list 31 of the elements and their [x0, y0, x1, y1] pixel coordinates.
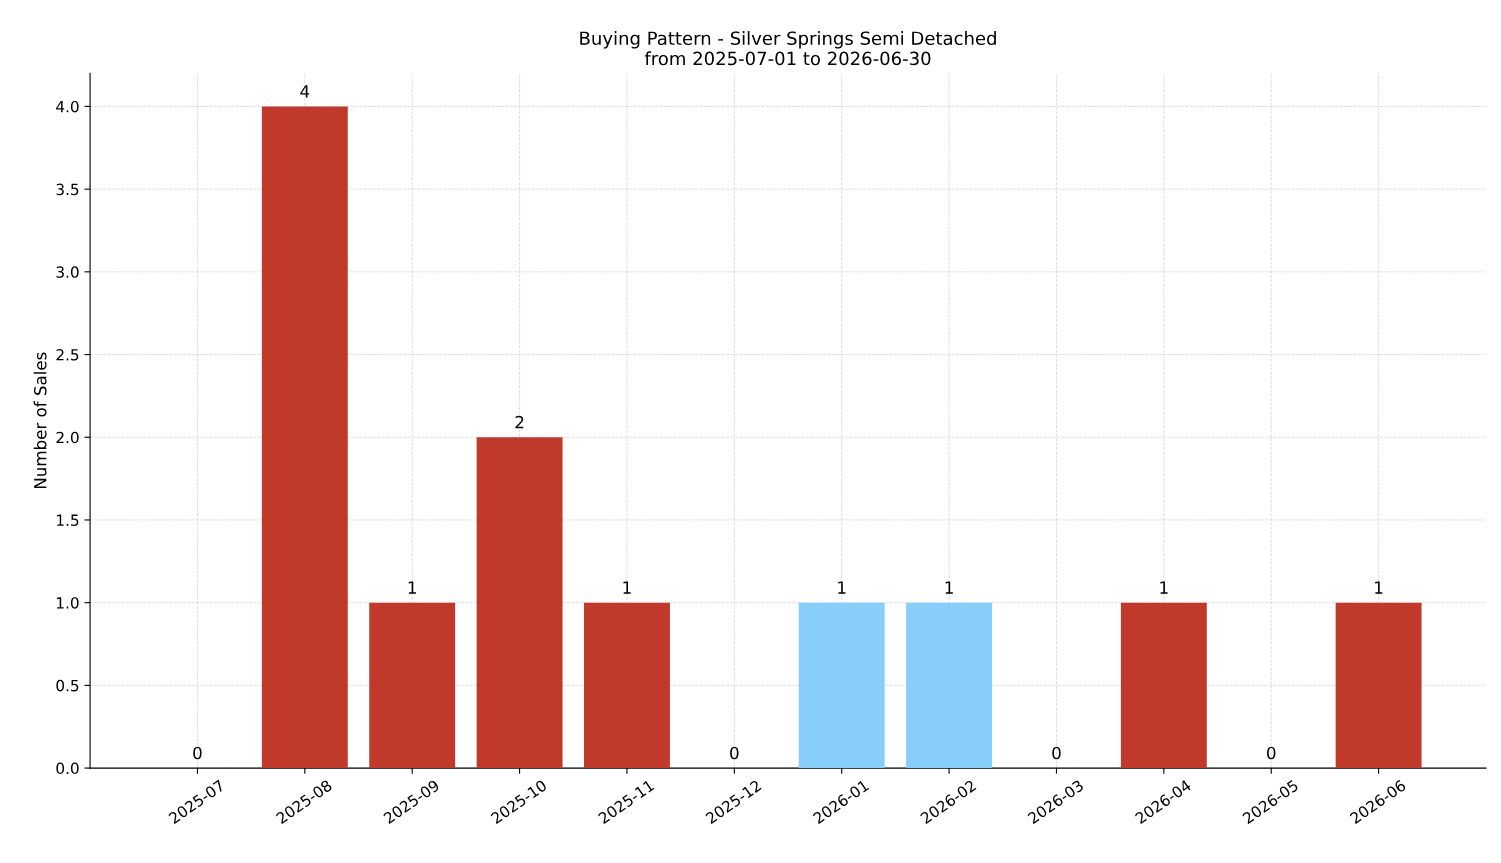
data-label: 1: [838, 581, 846, 594]
bar: [1120, 602, 1207, 769]
bar: [798, 602, 885, 769]
y-tick-label: 0.0: [56, 762, 79, 775]
y-tick-label: 2.5: [56, 349, 79, 361]
y-tick-label: 3.0: [56, 266, 79, 278]
y-tick-label: 2.0: [56, 431, 79, 444]
data-label: 1: [1160, 581, 1168, 594]
y-tick-label: 4.0: [56, 100, 79, 113]
data-label: 0: [730, 746, 739, 760]
data-label: 0: [193, 746, 202, 760]
data-label: 1: [408, 581, 416, 594]
data-label: 4: [300, 85, 310, 98]
data-label: 1: [1375, 581, 1383, 594]
y-axis-title: Number of Sales: [33, 352, 47, 489]
y-tick-label: 1.5: [57, 514, 79, 526]
bar: [369, 602, 456, 769]
chart-title: Buying Pattern - Silver Springs Semi Detached from 2025-07-01 to 2026-06-30: [580, 31, 996, 66]
data-label: 1: [623, 581, 631, 594]
y-tick-label: 0.5: [56, 679, 79, 692]
data-label: 0: [1052, 746, 1061, 760]
bar: [476, 437, 563, 769]
bar: [1335, 602, 1422, 769]
y-tick-label: 1.0: [57, 597, 79, 609]
data-label: 0: [1267, 746, 1276, 760]
data-label: 1: [945, 581, 953, 594]
data-label: 2: [515, 415, 524, 429]
y-tick-label: 3.5: [56, 183, 79, 196]
bar: [906, 602, 993, 769]
bar: [261, 106, 348, 769]
bar: [584, 602, 670, 769]
